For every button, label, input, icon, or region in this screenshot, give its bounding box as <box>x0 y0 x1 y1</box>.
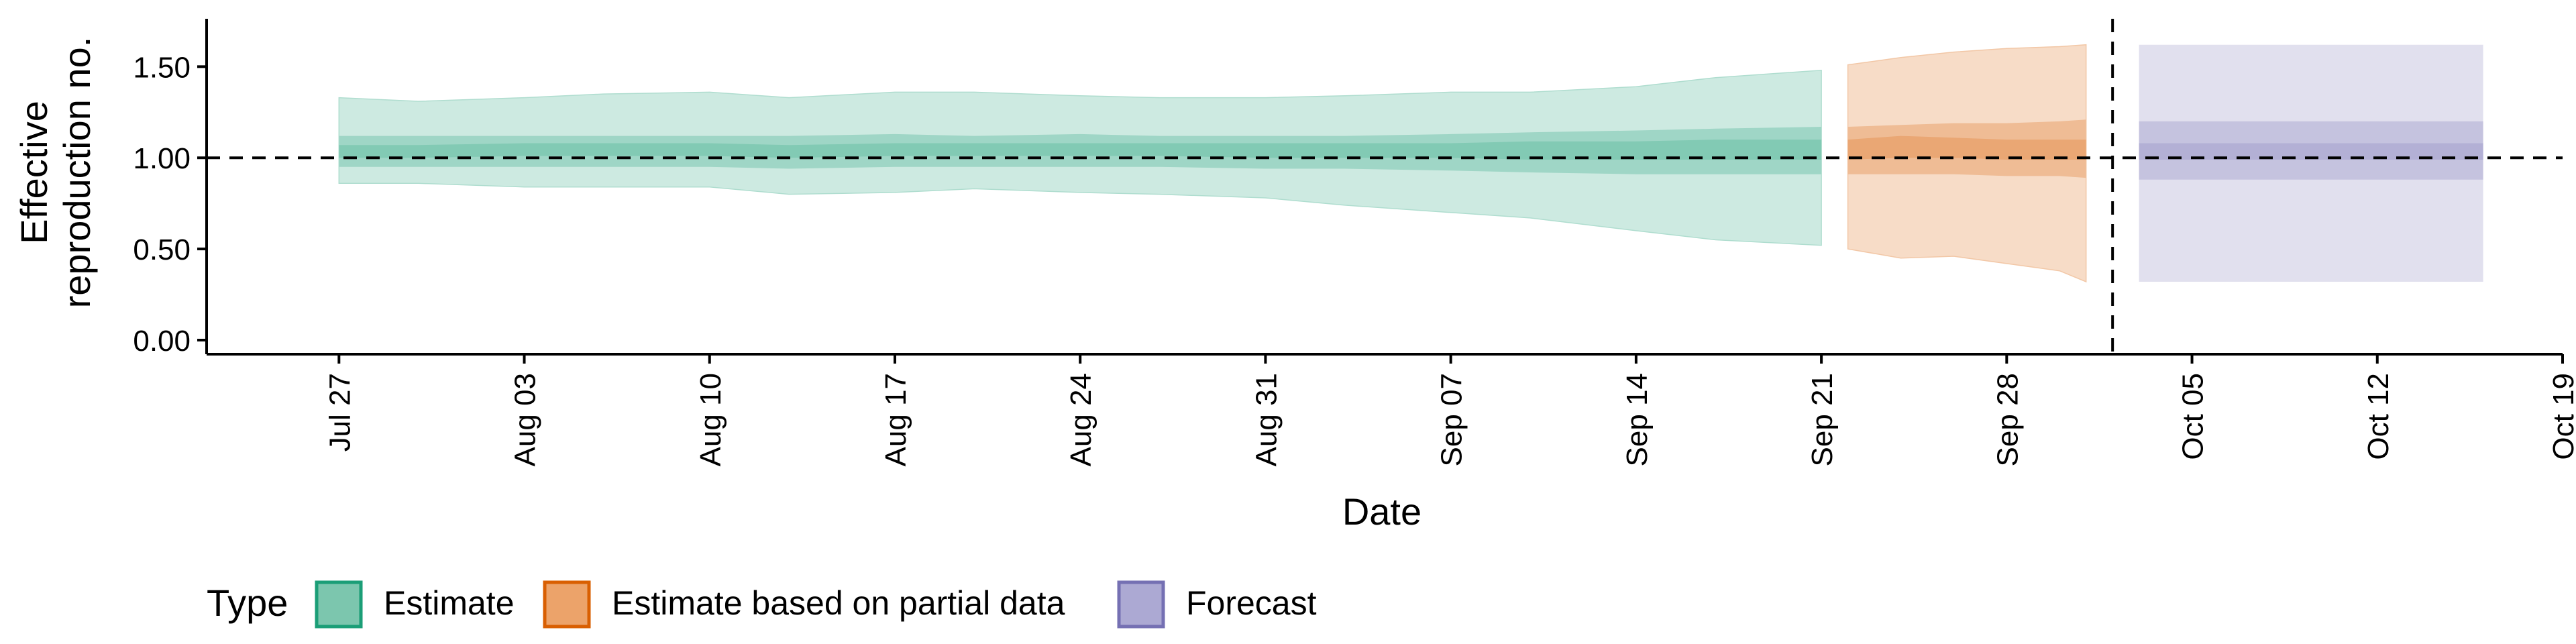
band-inner-estimate-based-on-partial-data <box>1847 136 2086 160</box>
x-tick-label: Jul 27 <box>323 373 356 451</box>
x-tick-label: Aug 10 <box>694 373 727 466</box>
x-tick-label: Sep 28 <box>1991 373 2024 466</box>
y-axis-label-line-1: Effective <box>13 101 55 244</box>
y-axis-label-line-2: reproduction no. <box>56 37 98 309</box>
legend-title: Type <box>207 582 288 624</box>
band-inner-forecast <box>2139 143 2483 160</box>
legend: Type Estimate Estimate based on partial … <box>207 580 1317 629</box>
x-tick-label: Sep 21 <box>1806 373 1839 466</box>
x-axis-ticks: Jul 27 Aug 03 Aug 10 Aug 17 Aug 24 Aug 31 Sep … <box>323 354 2576 466</box>
legend-label-partial: Estimate based on partial data <box>612 584 1065 622</box>
y-tick-label: 0.00 <box>133 325 191 358</box>
legend-swatch-forecast <box>1117 580 1165 629</box>
x-tick-label: Oct 05 <box>2177 373 2210 460</box>
credible-interval-bands <box>338 44 2483 283</box>
x-tick-label: Oct 12 <box>2362 373 2395 460</box>
x-axis-label: Date <box>1342 490 1421 533</box>
legend-label-forecast: Forecast <box>1186 584 1317 622</box>
y-axis-ticks: 0.00 0.50 1.00 1.50 <box>133 51 207 358</box>
y-tick-label: 1.00 <box>133 142 191 175</box>
band-inner-estimate <box>339 140 1822 160</box>
legend-label-estimate: Estimate <box>384 584 515 622</box>
x-tick-label: Aug 31 <box>1250 373 1283 466</box>
y-tick-label: 0.50 <box>133 233 191 266</box>
x-tick-label: Aug 17 <box>879 373 912 466</box>
reference-lines <box>207 19 2563 354</box>
legend-swatch-partial <box>543 580 591 629</box>
x-tick-label: Aug 24 <box>1065 373 1097 466</box>
x-tick-label: Aug 03 <box>509 373 542 466</box>
x-tick-label: Oct 19 <box>2547 373 2576 460</box>
legend-swatch-estimate <box>315 580 363 629</box>
y-tick-label: 1.50 <box>133 51 191 84</box>
x-tick-label: Sep 14 <box>1621 373 1654 466</box>
axes <box>205 19 2563 356</box>
x-tick-label: Sep 07 <box>1436 373 1468 466</box>
